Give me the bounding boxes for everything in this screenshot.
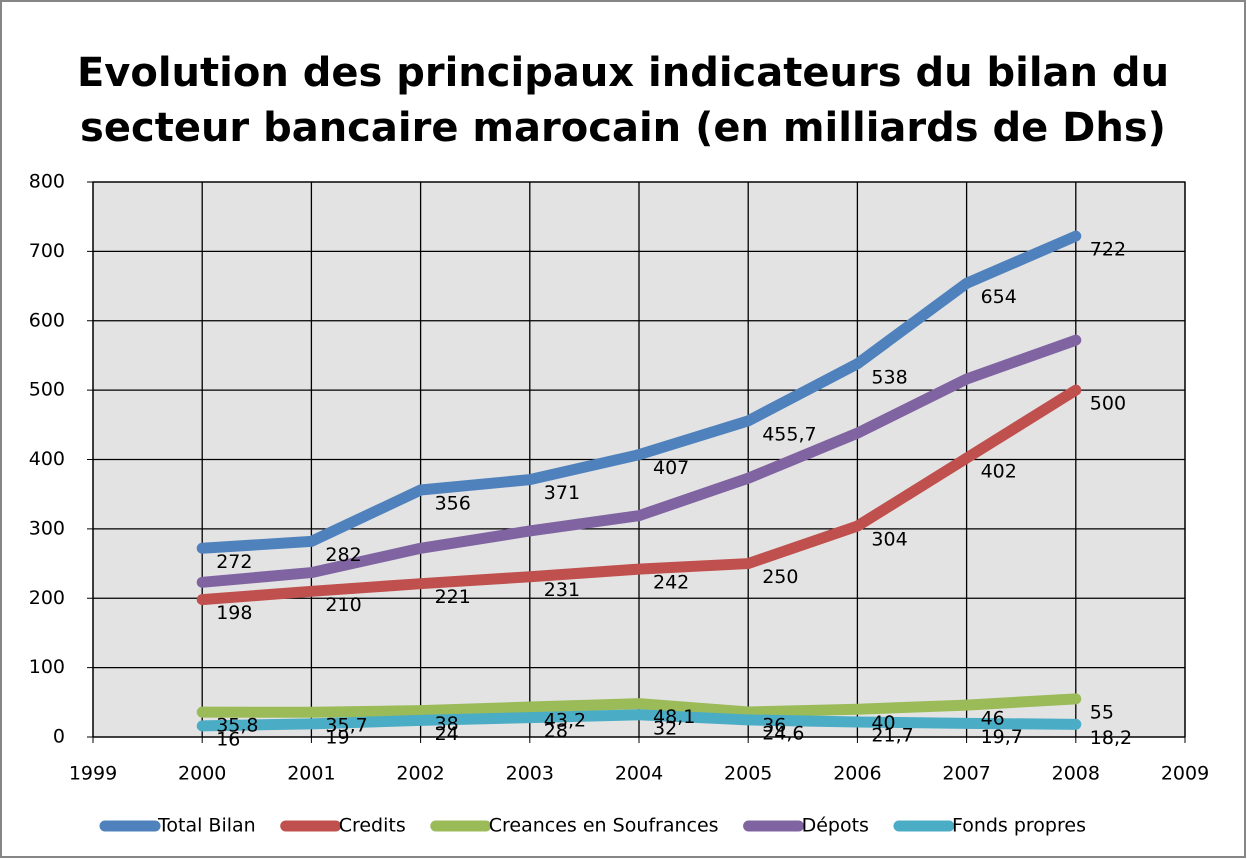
data-label: 242	[653, 572, 689, 594]
data-label: 231	[544, 579, 580, 601]
legend-label: Dépots	[802, 815, 869, 837]
data-label: 371	[544, 482, 580, 504]
data-label: 46	[981, 708, 1005, 730]
data-label: 21,7	[871, 724, 913, 746]
y-tick-label: 500	[29, 379, 65, 401]
y-tick-label: 800	[29, 171, 65, 193]
data-label: 35,8	[216, 715, 258, 737]
data-label: 210	[325, 594, 361, 616]
data-label: 16	[216, 728, 240, 750]
x-tick-label: 2004	[615, 763, 663, 785]
x-tick-label: 1999	[69, 763, 117, 785]
x-tick-label: 2005	[724, 763, 772, 785]
y-tick-label: 200	[29, 587, 65, 609]
series-line	[196, 709, 1082, 732]
data-label: 24	[435, 723, 459, 745]
data-label: 304	[871, 529, 907, 551]
chart-title: secteur bancaire marocain (en milliards …	[80, 105, 1166, 151]
series-line	[196, 384, 1082, 606]
legend-label: Total Bilan	[157, 815, 256, 837]
data-label: 402	[981, 461, 1017, 483]
data-label: 722	[1090, 239, 1126, 261]
data-label: 198	[216, 602, 252, 624]
data-label: 48,1	[653, 706, 695, 728]
data-label: 407	[653, 457, 689, 479]
data-label: 36	[762, 715, 786, 737]
y-tick-label: 700	[29, 240, 65, 262]
data-label: 24,6	[762, 722, 804, 744]
series-line	[196, 693, 1082, 718]
y-tick-label: 0	[53, 726, 65, 748]
data-label: 43,2	[544, 710, 586, 732]
data-label: 221	[435, 586, 471, 608]
y-tick-label: 600	[29, 309, 65, 331]
legend-label: Credits	[339, 815, 406, 837]
data-label: 654	[981, 286, 1017, 308]
x-tick-label: 2007	[942, 763, 990, 785]
plot-border	[92, 181, 1186, 738]
data-label: 38	[435, 713, 459, 735]
x-tick-label: 2003	[506, 763, 554, 785]
data-label: 272	[216, 551, 252, 573]
series-line	[196, 334, 1082, 588]
x-tick-label: 2001	[287, 763, 335, 785]
data-label: 19	[325, 726, 349, 748]
data-label: 18,2	[1090, 727, 1132, 749]
x-tick-label: 2008	[1052, 763, 1100, 785]
x-tick-label: 2002	[396, 763, 444, 785]
data-label: 28	[544, 720, 568, 742]
data-label: 500	[1090, 393, 1126, 415]
x-tick-label: 2006	[833, 763, 881, 785]
data-label: 32	[653, 717, 677, 739]
chart-title: Evolution des principaux indicateurs du …	[77, 50, 1169, 96]
x-tick-label: 2000	[178, 763, 226, 785]
data-label: 19,7	[981, 726, 1023, 748]
data-label: 356	[435, 493, 471, 515]
data-label: 35,7	[325, 715, 367, 737]
y-tick-label: 300	[29, 517, 65, 539]
data-label: 40	[871, 712, 895, 734]
legend-label: Fonds propres	[952, 815, 1086, 837]
data-label: 455,7	[762, 423, 816, 445]
data-label: 55	[1090, 701, 1114, 723]
legend-label: Creances en Soufrances	[489, 815, 719, 837]
y-tick-label: 100	[29, 656, 65, 678]
series-line	[196, 230, 1082, 554]
data-label: 282	[325, 544, 361, 566]
data-label: 538	[871, 366, 907, 388]
data-label: 250	[762, 566, 798, 588]
x-tick-label: 2009	[1161, 763, 1209, 785]
y-tick-label: 400	[29, 448, 65, 470]
